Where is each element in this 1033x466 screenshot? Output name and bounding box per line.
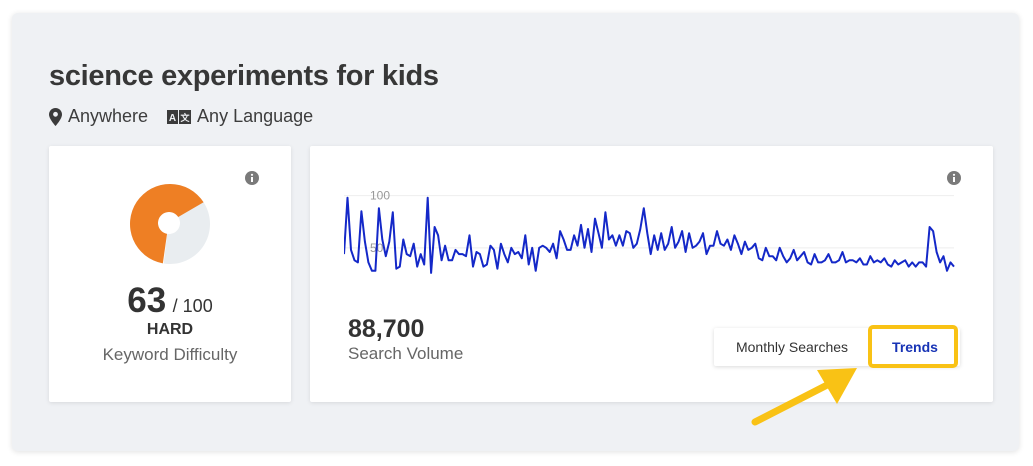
- donut-score-arc: [130, 184, 204, 264]
- svg-text:A: A: [169, 113, 176, 124]
- pointer-arrow-icon: [751, 368, 857, 426]
- translate-icon: A 文: [167, 109, 192, 124]
- difficulty-score-value: 63: [127, 281, 167, 320]
- difficulty-score: 63 / 100: [49, 281, 291, 321]
- search-trend-chart: 100 50: [344, 189, 955, 274]
- monthly-searches-tab[interactable]: Monthly Searches: [735, 339, 849, 355]
- difficulty-score-max: / 100: [172, 296, 213, 316]
- keyword-filters: Anywhere A 文 Any Language: [49, 106, 332, 127]
- search-volume-label: Search Volume: [348, 344, 464, 363]
- info-icon[interactable]: [947, 171, 961, 185]
- language-label: Any Language: [197, 106, 314, 126]
- svg-text:文: 文: [180, 112, 191, 124]
- search-volume-value: 88,700: [348, 315, 425, 343]
- info-icon[interactable]: [245, 171, 259, 185]
- difficulty-label: Keyword Difficulty: [102, 345, 238, 364]
- keyword-title: science experiments for kids: [49, 60, 439, 92]
- search-volume-card: 100 50 88,700 Search Volume Monthly Sear…: [310, 146, 993, 402]
- location-label: Anywhere: [68, 106, 149, 126]
- trend-series-line: [344, 196, 955, 274]
- difficulty-donut-chart: [129, 184, 210, 264]
- keyword-difficulty-card: 63 / 100 HARD Keyword Difficulty: [49, 146, 291, 402]
- location-pin-icon: [49, 107, 62, 126]
- chart-view-toggle: Monthly Searches Trends: [714, 328, 960, 366]
- trends-highlight-box: [868, 325, 958, 368]
- language-filter[interactable]: A 文 Any Language: [167, 106, 313, 127]
- y-tick-label-100: 100: [370, 189, 390, 203]
- location-filter[interactable]: Anywhere: [49, 106, 148, 127]
- trends-tab[interactable]: Trends: [892, 339, 938, 355]
- difficulty-level: HARD: [146, 321, 194, 338]
